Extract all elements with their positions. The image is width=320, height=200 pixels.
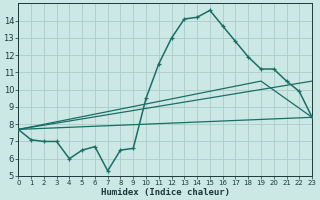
X-axis label: Humidex (Indice chaleur): Humidex (Indice chaleur) [101, 188, 230, 197]
